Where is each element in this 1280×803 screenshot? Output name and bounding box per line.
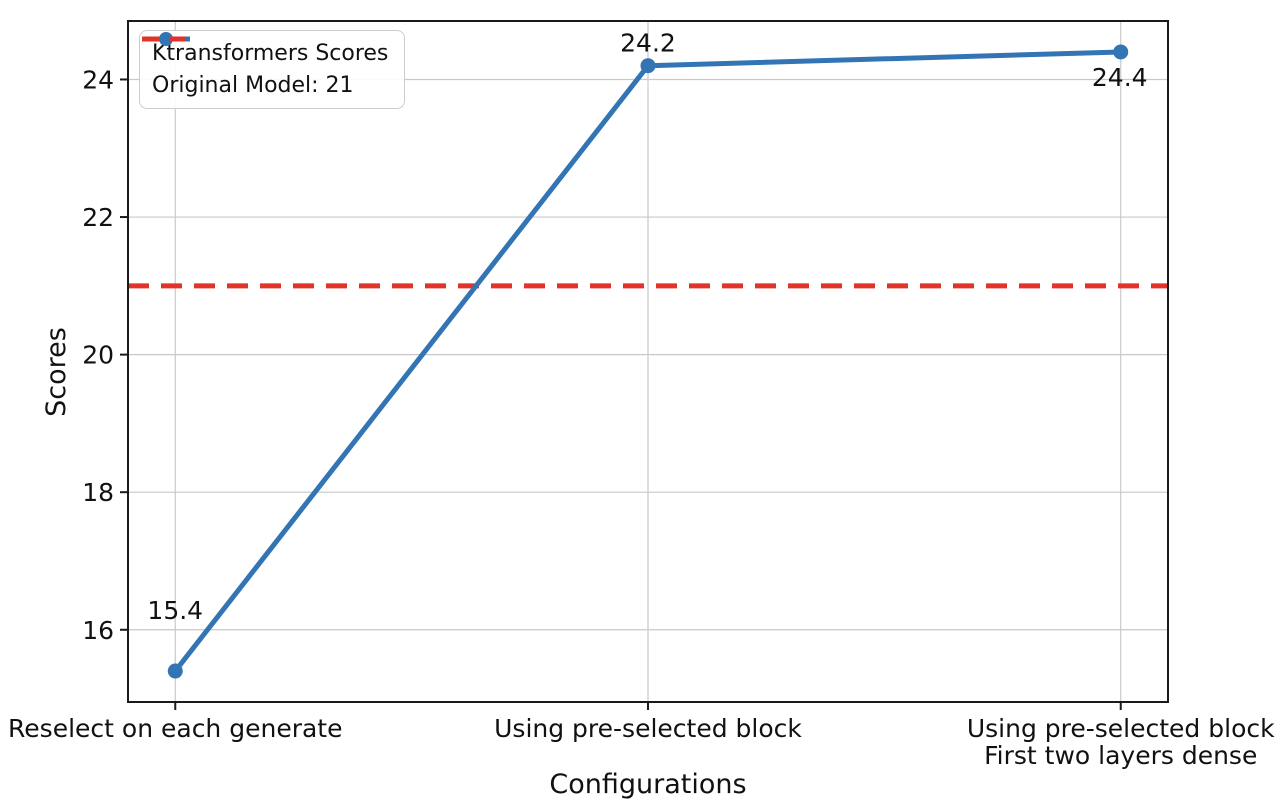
legend-item: Original Model: 21 — [142, 36, 388, 98]
x-tick-label: First two layers dense — [984, 741, 1257, 770]
point-label: 24.2 — [620, 29, 676, 58]
y-tick-label: 20 — [82, 341, 114, 370]
data-point — [640, 58, 656, 74]
data-point — [167, 663, 183, 679]
chart-plot: 15.4 24.2 24.4 16 18 20 22 24 Reselect on each g… — [8, 20, 1275, 770]
y-tick-label: 16 — [82, 616, 114, 645]
legend-label: Original Model: 21 — [152, 73, 354, 98]
legend-marker-dot — [159, 32, 173, 46]
point-label: 24.4 — [1092, 63, 1148, 92]
data-point — [1113, 44, 1129, 60]
x-tick-label: Using pre-selected block — [967, 714, 1275, 743]
x-axis-label: Configurations — [549, 769, 746, 800]
legend-item: Ktransformers Scores — [142, 32, 389, 66]
x-tick-label: Using pre-selected block — [494, 714, 802, 743]
y-tick-label: 22 — [82, 203, 114, 232]
y-tick-label: 18 — [82, 478, 114, 507]
point-label: 15.4 — [147, 596, 203, 625]
legend-swatch-dashed-line — [142, 36, 190, 42]
legend-label: Ktransformers Scores — [152, 41, 389, 66]
legend: Ktransformers Scores Original Model: 21 — [139, 30, 406, 109]
y-tick-label: 24 — [82, 65, 114, 94]
x-tick-label: Reselect on each generate — [8, 714, 342, 743]
y-axis-label: Scores — [41, 327, 72, 417]
